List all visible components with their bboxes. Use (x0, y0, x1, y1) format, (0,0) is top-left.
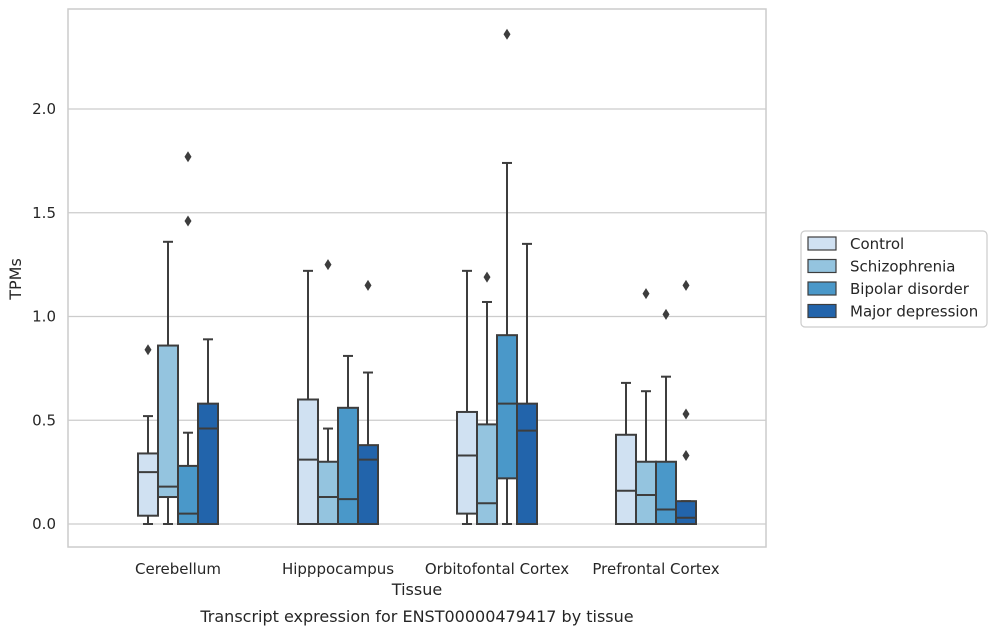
box-control (615, 381, 637, 525)
box-iqr (635, 460, 657, 525)
outlier-point (144, 344, 152, 356)
box-plot-marks (137, 28, 697, 525)
y-tick-label: 1.5 (32, 204, 56, 222)
box-iqr (137, 452, 159, 517)
box-bipolar-disorder (177, 151, 199, 525)
box-iqr (675, 500, 697, 525)
y-tick-label: 0.5 (32, 411, 56, 429)
box-control (456, 269, 478, 525)
y-axis-ticks: 0.0 0.5 1.0 1.5 2.0 (32, 100, 56, 533)
outlier-point (503, 28, 511, 40)
legend-label: Bipolar disorder (850, 280, 970, 298)
chart-caption: Transcript expression for ENST0000047941… (199, 607, 633, 626)
box-iqr (357, 444, 379, 525)
box-major-depression (516, 242, 538, 525)
y-tick-label: 2.0 (32, 100, 56, 118)
x-tick-label: Cerebellum (135, 560, 221, 578)
box-major-depression (197, 338, 219, 525)
legend-label: Control (850, 235, 904, 253)
legend-label: Schizophrenia (850, 258, 955, 276)
box-schizophrenia (157, 240, 179, 525)
box-iqr (337, 406, 359, 525)
y-axis-label: TPMs (6, 258, 25, 301)
box-schizophrenia (635, 288, 657, 525)
legend: Control Schizophrenia Bipolar disorder Majo… (800, 230, 988, 328)
x-tick-label: Prefrontal Cortex (592, 560, 719, 578)
box-iqr (655, 460, 677, 525)
box-iqr (297, 398, 319, 525)
x-tick-label: Orbitofontal Cortex (425, 560, 569, 578)
box-iqr (516, 402, 538, 525)
y-tick-label: 1.0 (32, 308, 56, 326)
box-control (137, 344, 159, 525)
box-major-depression (357, 279, 379, 525)
outlier-point (682, 279, 690, 291)
y-tick-label: 0.0 (32, 515, 56, 533)
legend-swatch (807, 236, 837, 251)
plot-frame (67, 8, 767, 548)
box-iqr (317, 460, 339, 525)
box-major-depression (675, 279, 697, 525)
box-bipolar-disorder (496, 28, 518, 525)
box-iqr (177, 464, 199, 525)
legend-swatch (807, 281, 837, 296)
box-bipolar-disorder (337, 354, 359, 525)
box-iqr (476, 423, 498, 525)
box-iqr (197, 402, 219, 525)
outlier-point (642, 288, 650, 300)
box-schizophrenia (317, 259, 339, 525)
outlier-point (184, 151, 192, 163)
box-iqr (157, 344, 179, 499)
legend-label: Major depression (850, 303, 978, 321)
box-bipolar-disorder (655, 308, 677, 525)
outlier-point (662, 308, 670, 320)
outlier-point (483, 271, 491, 283)
box-control (297, 269, 319, 525)
legend-frame (800, 230, 988, 328)
outlier-point (682, 450, 690, 462)
box-schizophrenia (476, 271, 498, 525)
legend-swatch (807, 303, 837, 319)
outlier-point (324, 259, 332, 271)
x-axis-label: Tissue (391, 580, 442, 599)
outlier-point (184, 215, 192, 227)
x-tick-label: Hipppocampus (282, 560, 394, 578)
legend-swatch (807, 258, 837, 274)
box-iqr (496, 334, 518, 480)
outlier-point (682, 408, 690, 420)
box-iqr (615, 433, 637, 525)
outlier-point (364, 279, 372, 291)
x-axis-ticks: Cerebellum Hipppocampus Orbitofontal Corte… (135, 560, 720, 578)
box-iqr (456, 410, 478, 515)
